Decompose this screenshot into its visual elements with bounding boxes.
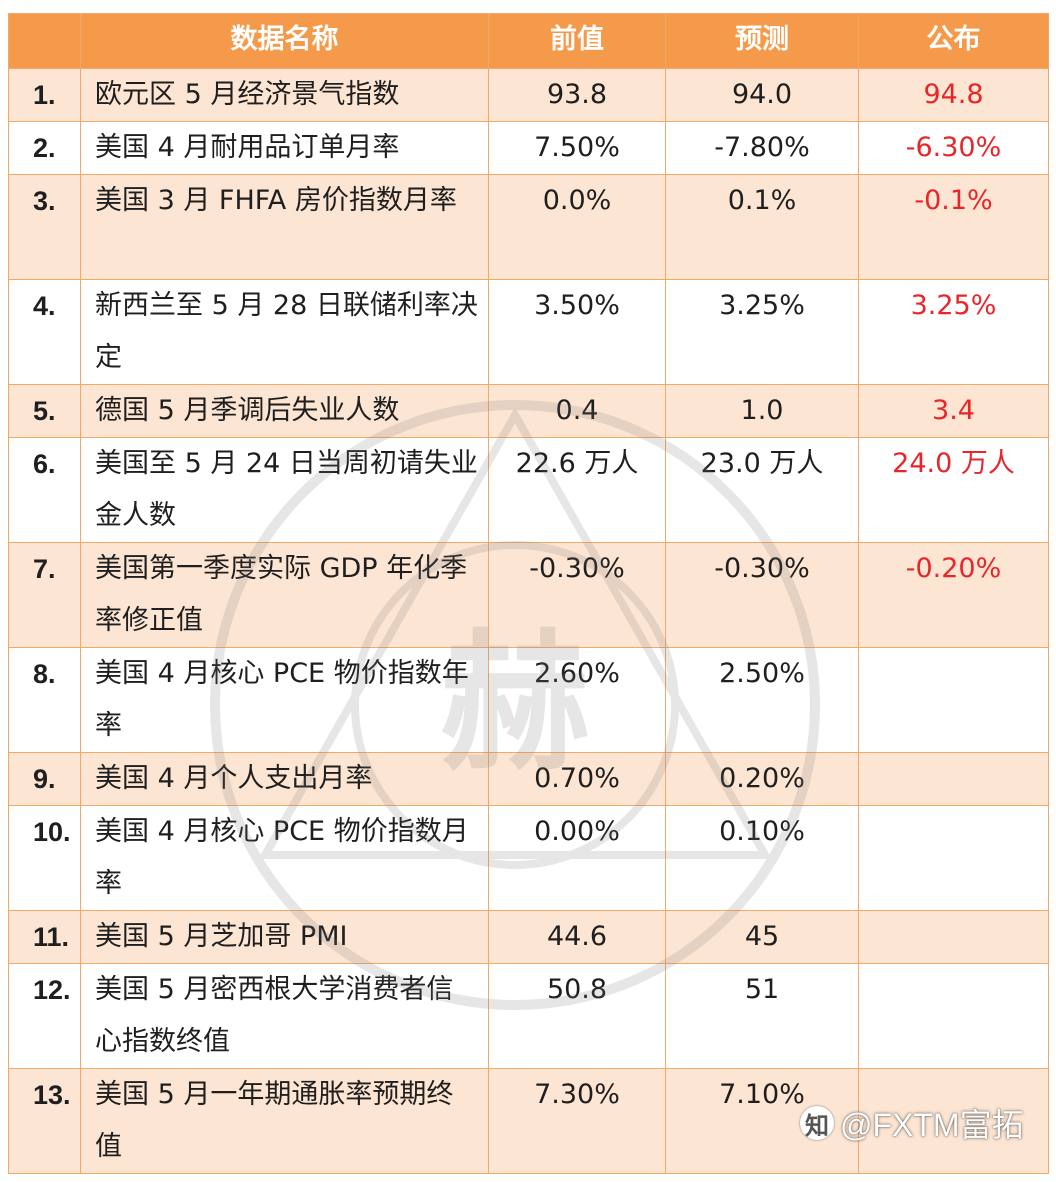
table-row: 4. 新西兰至 5 月 28 日联储利率决定 3.50% 3.25% 3.25% — [8, 279, 1049, 385]
row-number: 12. — [8, 963, 81, 1069]
indicator-name: 美国 4 月耐用品订单月率 — [80, 121, 489, 175]
forecast-value: 0.10% — [665, 805, 859, 911]
previous-value: 7.30% — [488, 1068, 666, 1174]
forecast-value: -7.80% — [665, 121, 859, 175]
indicator-name: 美国 5 月芝加哥 PMI — [80, 910, 489, 964]
indicator-name: 美国至 5 月 24 日当周初请失业金人数 — [80, 437, 489, 543]
forecast-value: 0.20% — [665, 752, 859, 806]
row-number: 10. — [8, 805, 81, 911]
previous-value: 22.6 万人 — [488, 437, 666, 543]
actual-value: 94.8 — [858, 68, 1049, 122]
header-previous: 前值 — [488, 13, 666, 69]
header-forecast: 预测 — [665, 13, 859, 69]
indicator-name: 美国 5 月密西根大学消费者信心指数终值 — [80, 963, 489, 1069]
actual-value — [858, 910, 1049, 964]
table-row: 2. 美国 4 月耐用品订单月率 7.50% -7.80% -6.30% — [8, 121, 1049, 175]
table-row: 3. 美国 3 月 FHFA 房价指数月率 0.0% 0.1% -0.1% — [8, 174, 1049, 280]
previous-value: 0.0% — [488, 174, 666, 280]
indicator-name: 美国第一季度实际 GDP 年化季率修正值 — [80, 542, 489, 648]
actual-value — [858, 752, 1049, 806]
actual-value: 3.4 — [858, 384, 1049, 438]
forecast-value: 3.25% — [665, 279, 859, 385]
actual-value: -6.30% — [858, 121, 1049, 175]
table-row: 11. 美国 5 月芝加哥 PMI 44.6 45 — [8, 910, 1049, 964]
table-row: 13. 美国 5 月一年期通胀率预期终值 7.30% 7.10% — [8, 1068, 1049, 1174]
previous-value: 93.8 — [488, 68, 666, 122]
table-row: 12. 美国 5 月密西根大学消费者信心指数终值 50.8 51 — [8, 963, 1049, 1069]
actual-value — [858, 805, 1049, 911]
indicator-name: 美国 3 月 FHFA 房价指数月率 — [80, 174, 489, 280]
forecast-value: 2.50% — [665, 647, 859, 753]
previous-value: 44.6 — [488, 910, 666, 964]
row-number: 13. — [8, 1068, 81, 1174]
row-number: 1. — [8, 68, 81, 122]
indicator-name: 欧元区 5 月经济景气指数 — [80, 68, 489, 122]
forecast-value: 45 — [665, 910, 859, 964]
actual-value: -0.20% — [858, 542, 1049, 648]
actual-value — [858, 963, 1049, 1069]
indicator-name: 新西兰至 5 月 28 日联储利率决定 — [80, 279, 489, 385]
row-number: 7. — [8, 542, 81, 648]
previous-value: -0.30% — [488, 542, 666, 648]
forecast-value: 94.0 — [665, 68, 859, 122]
table-header-row: 数据名称 前值 预测 公布 — [8, 13, 1049, 69]
table-row: 5. 德国 5 月季调后失业人数 0.4 1.0 3.4 — [8, 384, 1049, 438]
data-table-container: 数据名称 前值 预测 公布 1. 欧元区 5 月经济景气指数 93.8 94.0… — [8, 13, 1049, 1174]
indicator-name: 美国 4 月个人支出月率 — [80, 752, 489, 806]
header-index — [8, 13, 81, 69]
row-number: 9. — [8, 752, 81, 806]
previous-value: 50.8 — [488, 963, 666, 1069]
forecast-value: 51 — [665, 963, 859, 1069]
indicator-name: 美国 4 月核心 PCE 物价指数年率 — [80, 647, 489, 753]
previous-value: 3.50% — [488, 279, 666, 385]
table-row: 10. 美国 4 月核心 PCE 物价指数月率 0.00% 0.10% — [8, 805, 1049, 911]
previous-value: 0.4 — [488, 384, 666, 438]
previous-value: 0.70% — [488, 752, 666, 806]
zhihu-logo-icon: 知 — [800, 1106, 834, 1140]
table-row: 1. 欧元区 5 月经济景气指数 93.8 94.0 94.8 — [8, 68, 1049, 122]
row-number: 3. — [8, 174, 81, 280]
actual-value: -0.1% — [858, 174, 1049, 280]
header-name: 数据名称 — [80, 13, 489, 69]
row-number: 5. — [8, 384, 81, 438]
indicator-name: 美国 4 月核心 PCE 物价指数月率 — [80, 805, 489, 911]
table-row: 7. 美国第一季度实际 GDP 年化季率修正值 -0.30% -0.30% -0… — [8, 542, 1049, 648]
previous-value: 0.00% — [488, 805, 666, 911]
brand-handle: @FXTM富拓 — [840, 1107, 1024, 1143]
actual-value — [858, 647, 1049, 753]
indicator-name: 美国 5 月一年期通胀率预期终值 — [80, 1068, 489, 1174]
actual-value — [858, 1068, 1049, 1174]
forecast-value: -0.30% — [665, 542, 859, 648]
indicator-name: 德国 5 月季调后失业人数 — [80, 384, 489, 438]
row-number: 2. — [8, 121, 81, 175]
actual-value: 24.0 万人 — [858, 437, 1049, 543]
economic-data-table: 数据名称 前值 预测 公布 1. 欧元区 5 月经济景气指数 93.8 94.0… — [8, 13, 1049, 1174]
previous-value: 2.60% — [488, 647, 666, 753]
forecast-value: 23.0 万人 — [665, 437, 859, 543]
row-number: 8. — [8, 647, 81, 753]
row-number: 11. — [8, 910, 81, 964]
brand-watermark: 知 @FXTM富拓 — [800, 1100, 1024, 1146]
header-actual: 公布 — [858, 13, 1049, 69]
forecast-value: 1.0 — [665, 384, 859, 438]
row-number: 4. — [8, 279, 81, 385]
table-row: 9. 美国 4 月个人支出月率 0.70% 0.20% — [8, 752, 1049, 806]
row-number: 6. — [8, 437, 81, 543]
forecast-value: 0.1% — [665, 174, 859, 280]
table-row: 6. 美国至 5 月 24 日当周初请失业金人数 22.6 万人 23.0 万人… — [8, 437, 1049, 543]
table-row: 8. 美国 4 月核心 PCE 物价指数年率 2.60% 2.50% — [8, 647, 1049, 753]
actual-value: 3.25% — [858, 279, 1049, 385]
previous-value: 7.50% — [488, 121, 666, 175]
